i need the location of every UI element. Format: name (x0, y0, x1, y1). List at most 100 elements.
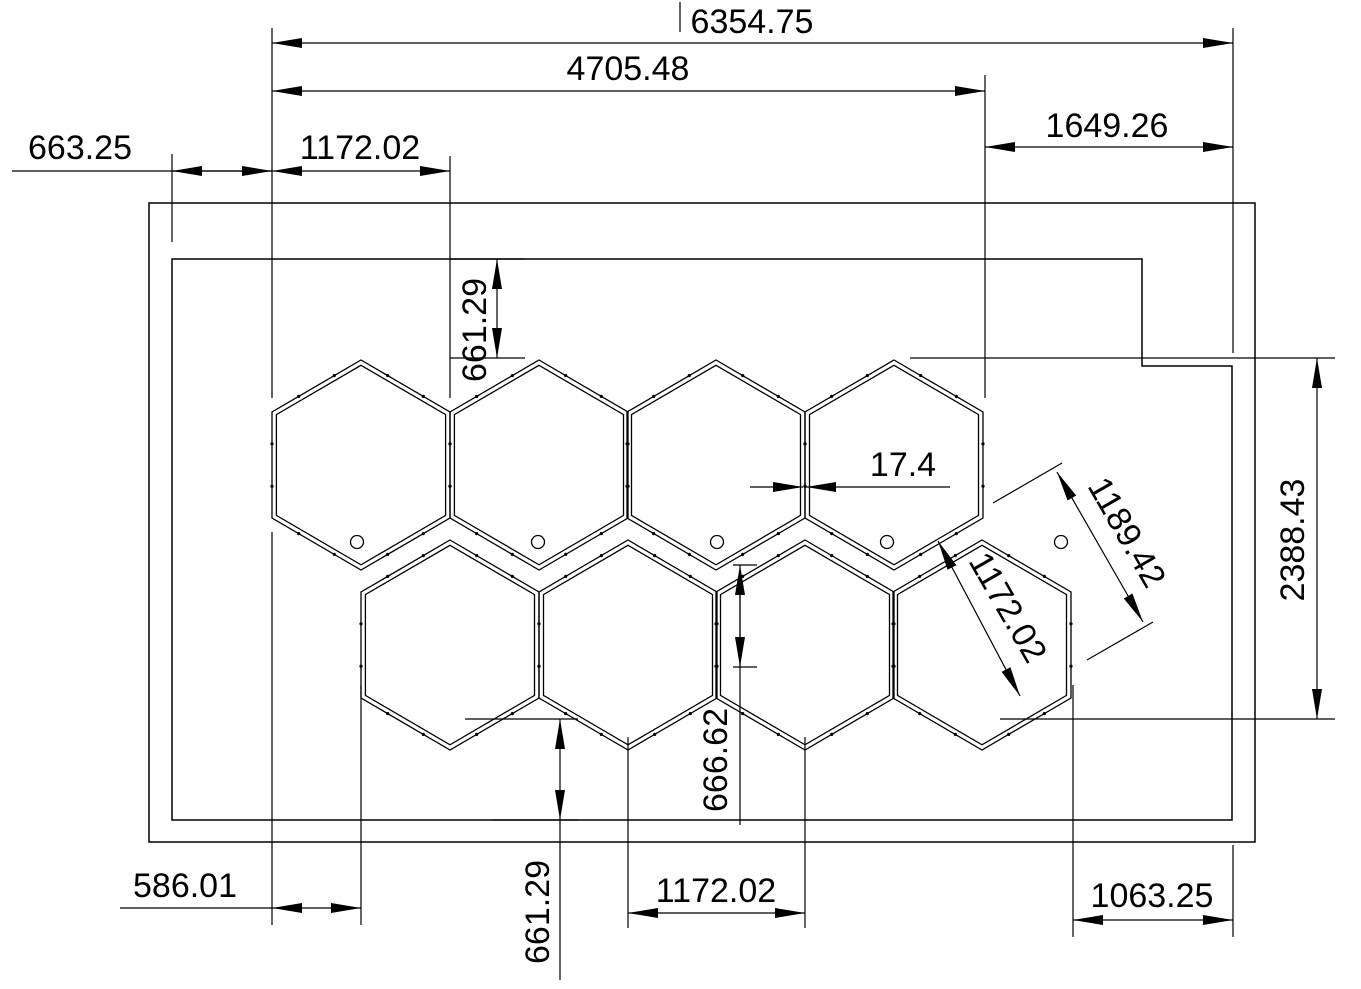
dim-hex-width-bottom: 1172.02 (656, 872, 776, 910)
connector-dot (688, 574, 692, 579)
connector-dot (653, 554, 657, 558)
connector-dot (564, 552, 568, 557)
connector-dot (421, 732, 425, 737)
connector-dot (448, 484, 452, 488)
connector-dot (386, 574, 390, 579)
connector-dot (332, 552, 336, 557)
dimension-lines (172, 38, 1322, 980)
connector-dot (386, 374, 390, 378)
connector-dot (981, 484, 985, 488)
connector-dot (891, 622, 895, 626)
connector-dot (741, 712, 745, 716)
connector-dot (475, 732, 479, 737)
connector-dot (475, 532, 479, 536)
connector-dot (510, 374, 514, 378)
connector-dot (475, 554, 479, 558)
connector-dot (981, 442, 985, 446)
dim-left-offset: 663.25 (28, 129, 132, 167)
connector-dot (830, 732, 834, 737)
connector-dot (803, 484, 807, 488)
dim-right-offset: 1649.26 (1046, 107, 1169, 145)
mounting-hole-icon (530, 534, 546, 550)
connector-dot (687, 374, 691, 378)
mounting-hole-icon (879, 534, 895, 550)
connector-dot (421, 532, 425, 536)
connector-dot (510, 712, 514, 716)
connector-dot (564, 574, 568, 579)
connector-dot (687, 552, 691, 557)
connector-dot (297, 394, 301, 398)
hex-tile-bottom-3 (714, 539, 896, 751)
connector-dot (776, 554, 780, 558)
dim-bottom-gap: 661.29 (519, 860, 557, 964)
connector-dot (359, 622, 363, 626)
connector-dot (919, 374, 923, 378)
connector-dot (510, 574, 514, 579)
connector-dot (448, 442, 452, 446)
connector-dot (865, 552, 869, 557)
connector-dot (537, 664, 541, 668)
connector-dot (421, 554, 425, 558)
connector-dot (953, 554, 957, 558)
connector-dot (270, 442, 274, 446)
dim-hex-edge: 666.62 (697, 708, 735, 812)
connector-dot (652, 532, 656, 536)
connector-dot (776, 394, 780, 398)
inner-wall-outline (171, 258, 1233, 821)
dim-hex-diagonal: 1189.42 (1080, 471, 1173, 594)
connector-dot (741, 552, 745, 557)
connector-dot (1007, 732, 1011, 737)
connector-dot (918, 712, 922, 716)
hexagon-tiles (270, 359, 1073, 751)
connector-dot (297, 532, 301, 536)
connector-dot (954, 532, 958, 536)
mounting-hole-icon (709, 534, 725, 550)
dim-bottom-right-offset: 1063.25 (1091, 877, 1214, 915)
connector-dot (537, 622, 541, 626)
connector-dot (830, 394, 834, 398)
mounting-hole-icon (1053, 534, 1069, 550)
connector-dot (564, 712, 568, 716)
connector-dot (475, 394, 479, 398)
connector-dot (714, 664, 718, 668)
connector-dot (510, 552, 514, 557)
connector-dot (599, 394, 603, 398)
connector-dot (865, 712, 869, 716)
connector-dot (359, 664, 363, 668)
connector-dot (954, 394, 958, 398)
connector-dot (1069, 622, 1073, 626)
connector-dot (919, 552, 923, 557)
connector-dot (688, 712, 692, 716)
dim-hex-width-top: 1172.02 (300, 129, 420, 167)
dim-hex-flat-to-flat: 1172.02 (961, 546, 1054, 669)
dim-overall-height: 2388.43 (1274, 479, 1312, 602)
connector-dot (1007, 554, 1011, 558)
connector-dot (741, 374, 745, 378)
outer-wall-outline (148, 202, 1256, 843)
connector-dot (386, 712, 390, 716)
connector-dot (1069, 664, 1073, 668)
connector-dot (891, 664, 895, 668)
connector-dot (599, 554, 603, 558)
connector-dot (1042, 712, 1046, 716)
wall-outlines (148, 202, 1256, 843)
dim-bottom-left-offset: 586.01 (133, 867, 237, 905)
connector-dot (386, 552, 390, 557)
mounting-hole-icon (349, 534, 365, 550)
connector-dot (741, 574, 745, 579)
connector-dot (776, 732, 780, 737)
connector-dot (918, 574, 922, 579)
connector-dot (1042, 574, 1046, 579)
dim-overall-width: 6354.75 (691, 3, 814, 41)
connector-dot (625, 442, 629, 446)
connector-dot (776, 532, 780, 536)
dim-inner-width: 4705.48 (567, 50, 690, 88)
connector-dot (599, 532, 603, 536)
connector-dot (865, 574, 869, 579)
connector-dot (653, 732, 657, 737)
dim-hex-gap: 17.4 (870, 446, 936, 484)
connector-dot (421, 394, 425, 398)
connector-dot (332, 374, 336, 378)
connector-dot (803, 442, 807, 446)
connector-dot (652, 394, 656, 398)
